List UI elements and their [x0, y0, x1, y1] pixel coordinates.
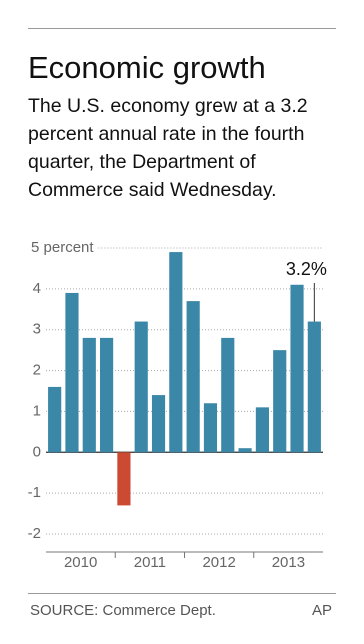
bar — [290, 284, 304, 453]
bar — [273, 350, 287, 453]
bar — [100, 337, 114, 453]
y-tick-label: 3 — [33, 321, 41, 338]
y-tick-label: 4 — [33, 280, 41, 297]
chart-subtitle: The U.S. economy grew at a 3.2 percent a… — [28, 95, 308, 201]
bar — [117, 452, 131, 506]
bar — [307, 321, 321, 453]
x-group-label: 2011 — [134, 554, 166, 571]
y-tick-label: 1 — [33, 402, 41, 419]
bar — [134, 321, 148, 453]
y-tick-label: 5 percent — [31, 239, 94, 256]
bar — [65, 292, 79, 453]
x-group-label: 2013 — [272, 554, 305, 571]
chart-title: Economic growth — [28, 50, 266, 85]
top-rule — [28, 28, 336, 29]
chart: -2 -1 0 1 2 3 4 5 percent 2010 2011 2012 2013 3.2% — [28, 239, 327, 571]
value-label: 3.2% — [286, 259, 327, 279]
bar — [238, 448, 252, 453]
bar — [255, 407, 269, 453]
y-tick-label: 0 — [33, 443, 41, 460]
bar — [82, 337, 96, 453]
bar — [203, 403, 218, 453]
bar — [221, 337, 235, 453]
bar — [169, 252, 183, 453]
bar — [151, 395, 166, 453]
y-tick-label: -1 — [28, 484, 41, 501]
y-tick-label: -2 — [28, 525, 41, 542]
credit: AP — [312, 602, 333, 619]
bottom-rule — [28, 593, 336, 594]
bar — [186, 301, 200, 453]
x-group-label: 2012 — [202, 554, 235, 571]
y-tick-label: 2 — [33, 362, 41, 379]
bar — [48, 386, 62, 453]
x-group-label: 2010 — [64, 554, 97, 571]
source: SOURCE: Commerce Dept. — [30, 602, 216, 619]
